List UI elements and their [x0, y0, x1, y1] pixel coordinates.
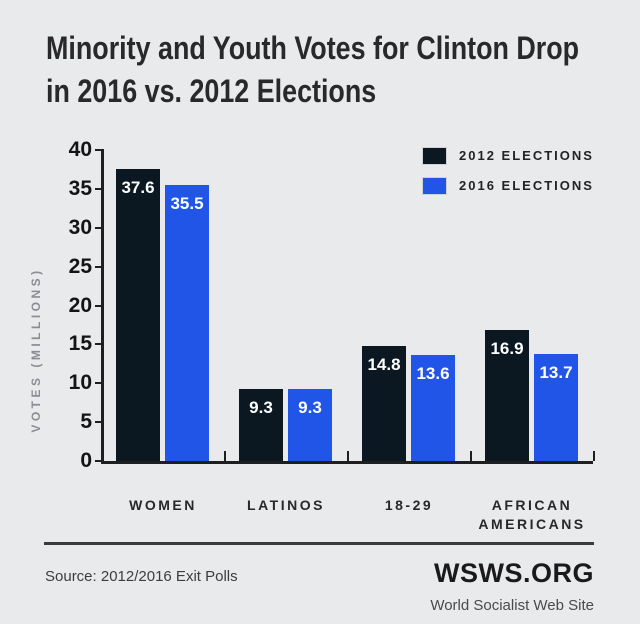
y-axis-tick [95, 421, 104, 423]
y-axis-tick-label: 30 [68, 216, 92, 239]
y-axis-tick-label: 25 [68, 255, 92, 278]
category-label-18-29: 18-29 [384, 497, 434, 513]
bar-value-label: 37.6 [121, 178, 155, 197]
bar-2012-18-29 [362, 346, 406, 461]
chart-title-line-2: in 2016 vs. 2012 Elections [46, 73, 377, 109]
y-axis-tick [95, 305, 104, 307]
y-axis-tick [95, 266, 104, 268]
bar-value-label: 13.6 [416, 364, 450, 383]
y-axis-tick-label: 5 [80, 410, 92, 433]
legend-label-2016: 2016 ELECTIONS [459, 178, 594, 193]
bar-2016-latinos [288, 389, 332, 461]
x-axis-tick [593, 451, 595, 461]
y-axis-tick [95, 382, 104, 384]
brand-wordmark: WSWS.ORG [434, 558, 594, 588]
bar-value-label: 9.3 [249, 398, 273, 417]
y-axis-tick-label: 10 [68, 371, 92, 394]
y-axis-tick-label: 0 [80, 449, 92, 472]
y-axis-tick [95, 460, 104, 462]
x-axis-tick [470, 451, 472, 461]
bar-2016-african-americans [534, 354, 578, 461]
bar-2016-women [165, 185, 209, 461]
y-axis-tick-label: 15 [68, 332, 92, 355]
bar-value-label: 13.7 [539, 363, 573, 382]
bar-value-label: 9.3 [298, 398, 322, 417]
x-axis-tick [347, 451, 349, 461]
y-axis-tick [95, 227, 104, 229]
bar-value-label: 14.8 [367, 355, 401, 374]
legend-swatch-2016 [422, 177, 447, 195]
category-label-women: WOMEN [129, 497, 197, 513]
bar-2012-african-americans [485, 330, 529, 461]
legend-label-2012: 2012 ELECTIONS [459, 148, 594, 163]
chart-title-line-1: Minority and Youth Votes for Clinton Dro… [46, 30, 580, 66]
bar-value-label: 16.9 [490, 339, 524, 358]
y-axis-tick [95, 343, 104, 345]
category-label-latinos: LATINOS [247, 497, 325, 513]
source-text: Source: 2012/2016 Exit Polls [45, 568, 238, 585]
bar-2016-18-29 [411, 355, 455, 461]
y-axis-tick-label: 20 [68, 294, 92, 317]
footer-divider [44, 542, 594, 545]
bar-value-label: 35.5 [170, 194, 204, 213]
y-axis-tick-label: 35 [68, 177, 92, 200]
legend-swatch-2012 [422, 147, 447, 165]
y-axis-tick-label: 40 [68, 138, 92, 161]
bar-2012-women [116, 169, 160, 461]
y-axis-line [101, 150, 104, 464]
brand-subtitle: World Socialist Web Site [430, 597, 594, 614]
x-axis-tick [224, 451, 226, 461]
y-axis-tick [95, 188, 104, 190]
bar-2012-latinos [239, 389, 283, 461]
x-axis-line [101, 461, 593, 464]
y-axis-tick [95, 149, 104, 151]
category-label-african-americans: AFRICAN AMERICANS [478, 497, 586, 532]
